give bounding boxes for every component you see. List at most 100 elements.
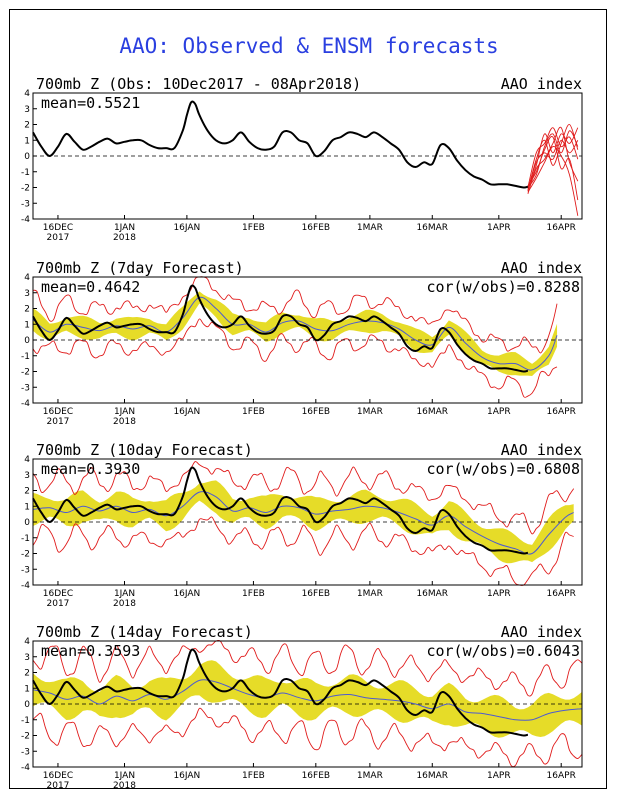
panel-title: 700mb Z (10day Forecast) xyxy=(36,441,253,459)
x-tick-label: 1MAR xyxy=(357,771,383,781)
observed-line xyxy=(32,100,529,189)
x-tick-label: 1APR xyxy=(487,223,511,233)
range-upper-line xyxy=(32,461,575,535)
x-tick-label: 1MAR xyxy=(357,407,383,417)
range-lower-line xyxy=(32,707,583,768)
panel-title: 700mb Z (14day Forecast) xyxy=(36,623,253,641)
x-tick-label: 1JAN xyxy=(114,407,135,417)
y-tick-label: 0 xyxy=(24,518,30,528)
panel-index-label: AAO index xyxy=(501,259,582,277)
correlation-label: cor(w/obs)=0.6043 xyxy=(426,642,580,660)
figure-frame xyxy=(9,9,607,789)
correlation-label: cor(w/obs)=0.6808 xyxy=(426,460,580,478)
y-tick-label: 0 xyxy=(24,700,30,710)
panel-1: 700mb Z (Obs: 10Dec2017 - 08Apr2018) AAO … xyxy=(21,75,583,243)
x-tick-label: 16MAR xyxy=(416,771,448,781)
panel-4: 700mb Z (14day Forecast) AAO index -4 -3 -2 -… xyxy=(21,623,583,791)
x-tick-label: 16DEC xyxy=(43,771,73,781)
y-tick-label: -4 xyxy=(21,581,30,591)
x-tick-label: 16MAR xyxy=(416,589,448,599)
observed-line xyxy=(32,466,529,555)
y-tick-label: 2 xyxy=(24,121,30,131)
x-tick-label: 16APR xyxy=(547,771,576,781)
ensemble-member-1 xyxy=(527,130,579,188)
x-tick-label: 1FEB xyxy=(242,223,265,233)
observed-line xyxy=(32,284,529,373)
x-tick-label: 1FEB xyxy=(242,407,265,417)
y-tick-label: -3 xyxy=(21,747,30,757)
x-tick-label: 16JAN xyxy=(173,771,200,781)
ensemble-mean-line xyxy=(32,491,574,555)
x-tick-year: 2017 xyxy=(47,233,70,243)
y-tick-label: 2 xyxy=(24,487,30,497)
panel-title: 700mb Z (Obs: 10Dec2017 - 08Apr2018) xyxy=(36,75,361,93)
panel-3: 700mb Z (10day Forecast) AAO index -4 -3 -2 -… xyxy=(21,441,583,609)
x-tick-label: 16DEC xyxy=(43,223,73,233)
y-tick-label: 3 xyxy=(24,471,30,481)
x-tick-label: 1JAN xyxy=(114,771,135,781)
y-tick-label: -2 xyxy=(21,368,30,378)
mean-label: mean=0.3593 xyxy=(41,642,140,660)
y-tick-label: 4 xyxy=(24,89,30,99)
x-tick-year: 2018 xyxy=(113,599,136,609)
x-tick-label: 1MAR xyxy=(357,223,383,233)
x-tick-label: 16FEB xyxy=(302,589,331,599)
y-tick-label: -1 xyxy=(21,534,30,544)
ensemble-member-8 xyxy=(527,139,579,191)
ensemble-member-6 xyxy=(527,146,579,216)
y-tick-label: -3 xyxy=(21,199,30,209)
x-tick-year: 2017 xyxy=(47,599,70,609)
mean-label: mean=0.5521 xyxy=(41,94,140,112)
figure-title: AAO: Observed & ENSM forecasts xyxy=(119,34,499,58)
y-tick-label: 1 xyxy=(24,502,30,512)
y-tick-label: 1 xyxy=(24,136,30,146)
x-tick-label: 1FEB xyxy=(242,589,265,599)
ensemble-member-3 xyxy=(527,124,579,191)
y-tick-label: -2 xyxy=(21,550,30,560)
range-lower-line xyxy=(32,318,558,398)
y-tick-label: -1 xyxy=(21,352,30,362)
mean-label: mean=0.3930 xyxy=(41,460,140,478)
y-tick-label: 0 xyxy=(24,152,30,162)
range-upper-line xyxy=(32,276,558,354)
y-tick-label: -4 xyxy=(21,763,30,773)
y-tick-label: -2 xyxy=(21,732,30,742)
ensemble-member-2 xyxy=(527,126,579,194)
x-tick-label: 16JAN xyxy=(173,407,200,417)
x-tick-label: 16FEB xyxy=(302,407,331,417)
ensemble-mean-line xyxy=(32,679,583,721)
y-tick-label: -1 xyxy=(21,716,30,726)
spread-band xyxy=(33,660,582,738)
y-tick-label: 3 xyxy=(24,653,30,663)
panel-index-label: AAO index xyxy=(501,441,582,459)
panel-index-label: AAO index xyxy=(501,75,582,93)
x-tick-year: 2018 xyxy=(113,417,136,427)
y-tick-label: 2 xyxy=(24,305,30,315)
x-tick-label: 1APR xyxy=(487,771,511,781)
correlation-label: cor(w/obs)=0.8288 xyxy=(426,278,580,296)
x-tick-year: 2018 xyxy=(113,233,136,243)
ensemble-member-5 xyxy=(527,127,579,190)
x-tick-label: 1JAN xyxy=(114,223,135,233)
y-tick-label: 0 xyxy=(24,336,30,346)
observed-line xyxy=(32,648,529,737)
panel-index-label: AAO index xyxy=(501,623,582,641)
mean-label: mean=0.4642 xyxy=(41,278,140,296)
x-tick-year: 2017 xyxy=(47,781,70,791)
x-tick-year: 2017 xyxy=(47,417,70,427)
x-tick-label: 16FEB xyxy=(302,771,331,781)
y-tick-label: 1 xyxy=(24,320,30,330)
y-tick-label: 4 xyxy=(24,455,30,465)
panel-2: 700mb Z (7day Forecast) AAO index -4 -3 -2 -1… xyxy=(21,259,583,427)
y-tick-label: -1 xyxy=(21,168,30,178)
x-tick-label: 16FEB xyxy=(302,223,331,233)
y-tick-label: 4 xyxy=(24,273,30,283)
x-tick-year: 2018 xyxy=(113,781,136,791)
spread-band xyxy=(33,480,574,564)
y-tick-label: -2 xyxy=(21,184,30,194)
ensemble-member-7 xyxy=(527,127,579,188)
x-tick-label: 1APR xyxy=(487,407,511,417)
x-tick-label: 16JAN xyxy=(173,223,200,233)
panel-title: 700mb Z (7day Forecast) xyxy=(36,259,244,277)
y-tick-label: -4 xyxy=(21,215,30,225)
